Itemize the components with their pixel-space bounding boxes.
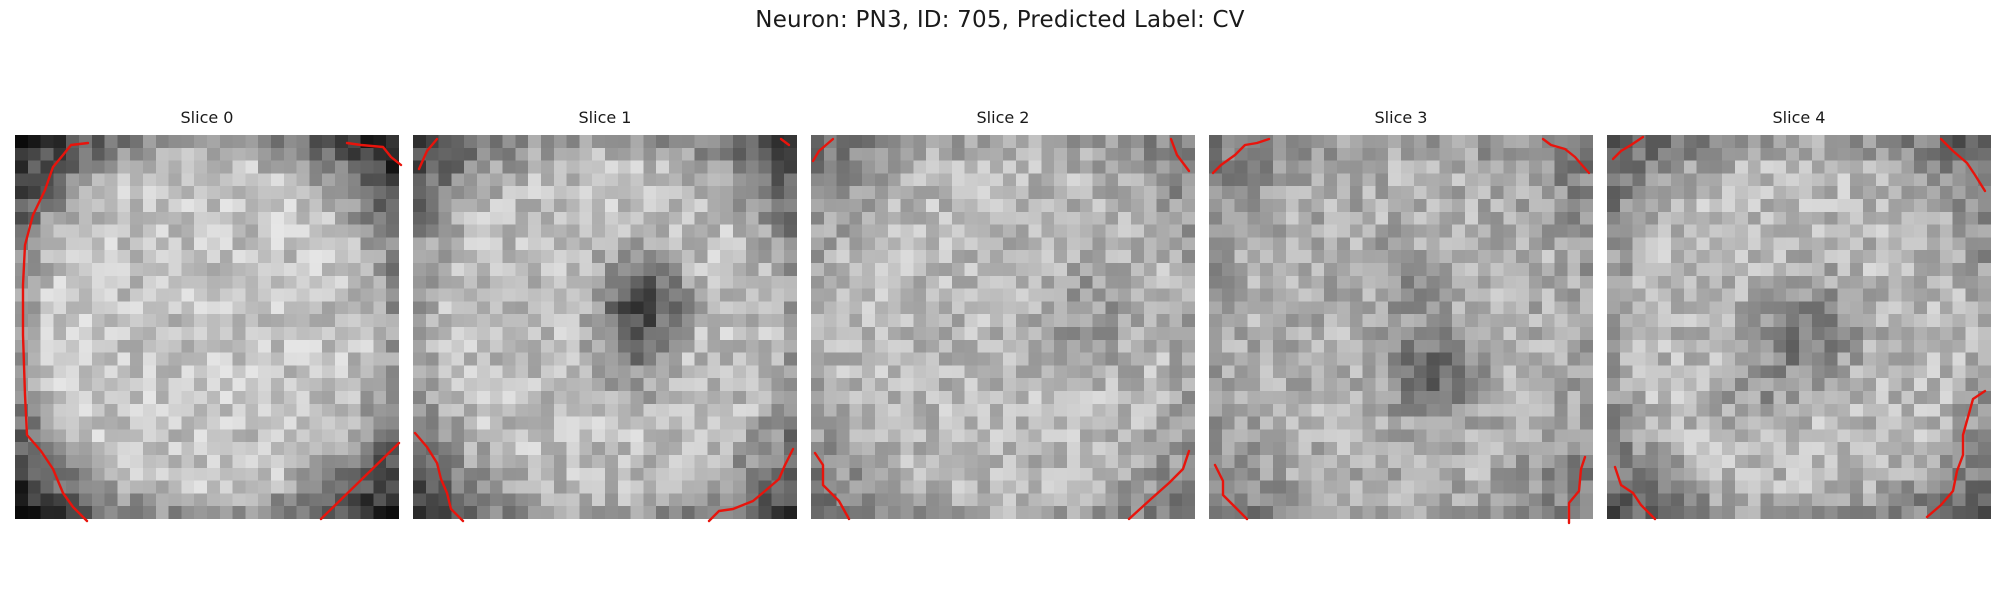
slice-title: Slice 0 bbox=[180, 108, 234, 127]
contour-line bbox=[1611, 135, 1645, 161]
slice-image-2 bbox=[811, 135, 1195, 521]
contour-line bbox=[813, 451, 851, 521]
grayscale-image bbox=[811, 135, 1195, 519]
contour-line bbox=[1169, 137, 1191, 173]
contour-line bbox=[1127, 449, 1191, 521]
figure-title: Neuron: PN3, ID: 705, Predicted Label: C… bbox=[755, 7, 1245, 33]
grayscale-image bbox=[1607, 135, 1991, 519]
grayscale-image bbox=[1209, 135, 1593, 519]
contour-line bbox=[1213, 463, 1249, 521]
contour-line bbox=[417, 137, 439, 171]
contour-line bbox=[1211, 137, 1271, 175]
slice-image-1 bbox=[413, 135, 797, 523]
contour-overlay bbox=[21, 141, 403, 523]
contour-line bbox=[413, 431, 465, 523]
contour-line bbox=[811, 137, 835, 163]
slice-title: Slice 2 bbox=[976, 108, 1030, 127]
slice-image-3 bbox=[1209, 135, 1593, 525]
contour-line bbox=[1567, 455, 1587, 525]
contour-overlay bbox=[1611, 135, 1987, 521]
grayscale-image bbox=[413, 135, 797, 519]
slice-image-0 bbox=[15, 135, 403, 523]
contour-line bbox=[21, 141, 90, 523]
grayscale-image bbox=[15, 135, 399, 519]
slice-image-4 bbox=[1607, 135, 1991, 521]
contour-line bbox=[1541, 137, 1591, 175]
contour-line bbox=[1939, 137, 1987, 193]
contour-line bbox=[779, 137, 791, 147]
contour-overlay bbox=[413, 137, 795, 523]
contour-overlay bbox=[1211, 137, 1591, 525]
slice-title: Slice 4 bbox=[1772, 108, 1826, 127]
slice-title: Slice 1 bbox=[578, 108, 632, 127]
contour-line bbox=[1613, 465, 1657, 521]
contour-line bbox=[319, 441, 401, 521]
contour-line bbox=[707, 447, 795, 523]
contour-overlay bbox=[811, 137, 1191, 521]
contour-line bbox=[1925, 389, 1987, 519]
contour-line bbox=[345, 141, 403, 167]
slice-title: Slice 3 bbox=[1374, 108, 1428, 127]
